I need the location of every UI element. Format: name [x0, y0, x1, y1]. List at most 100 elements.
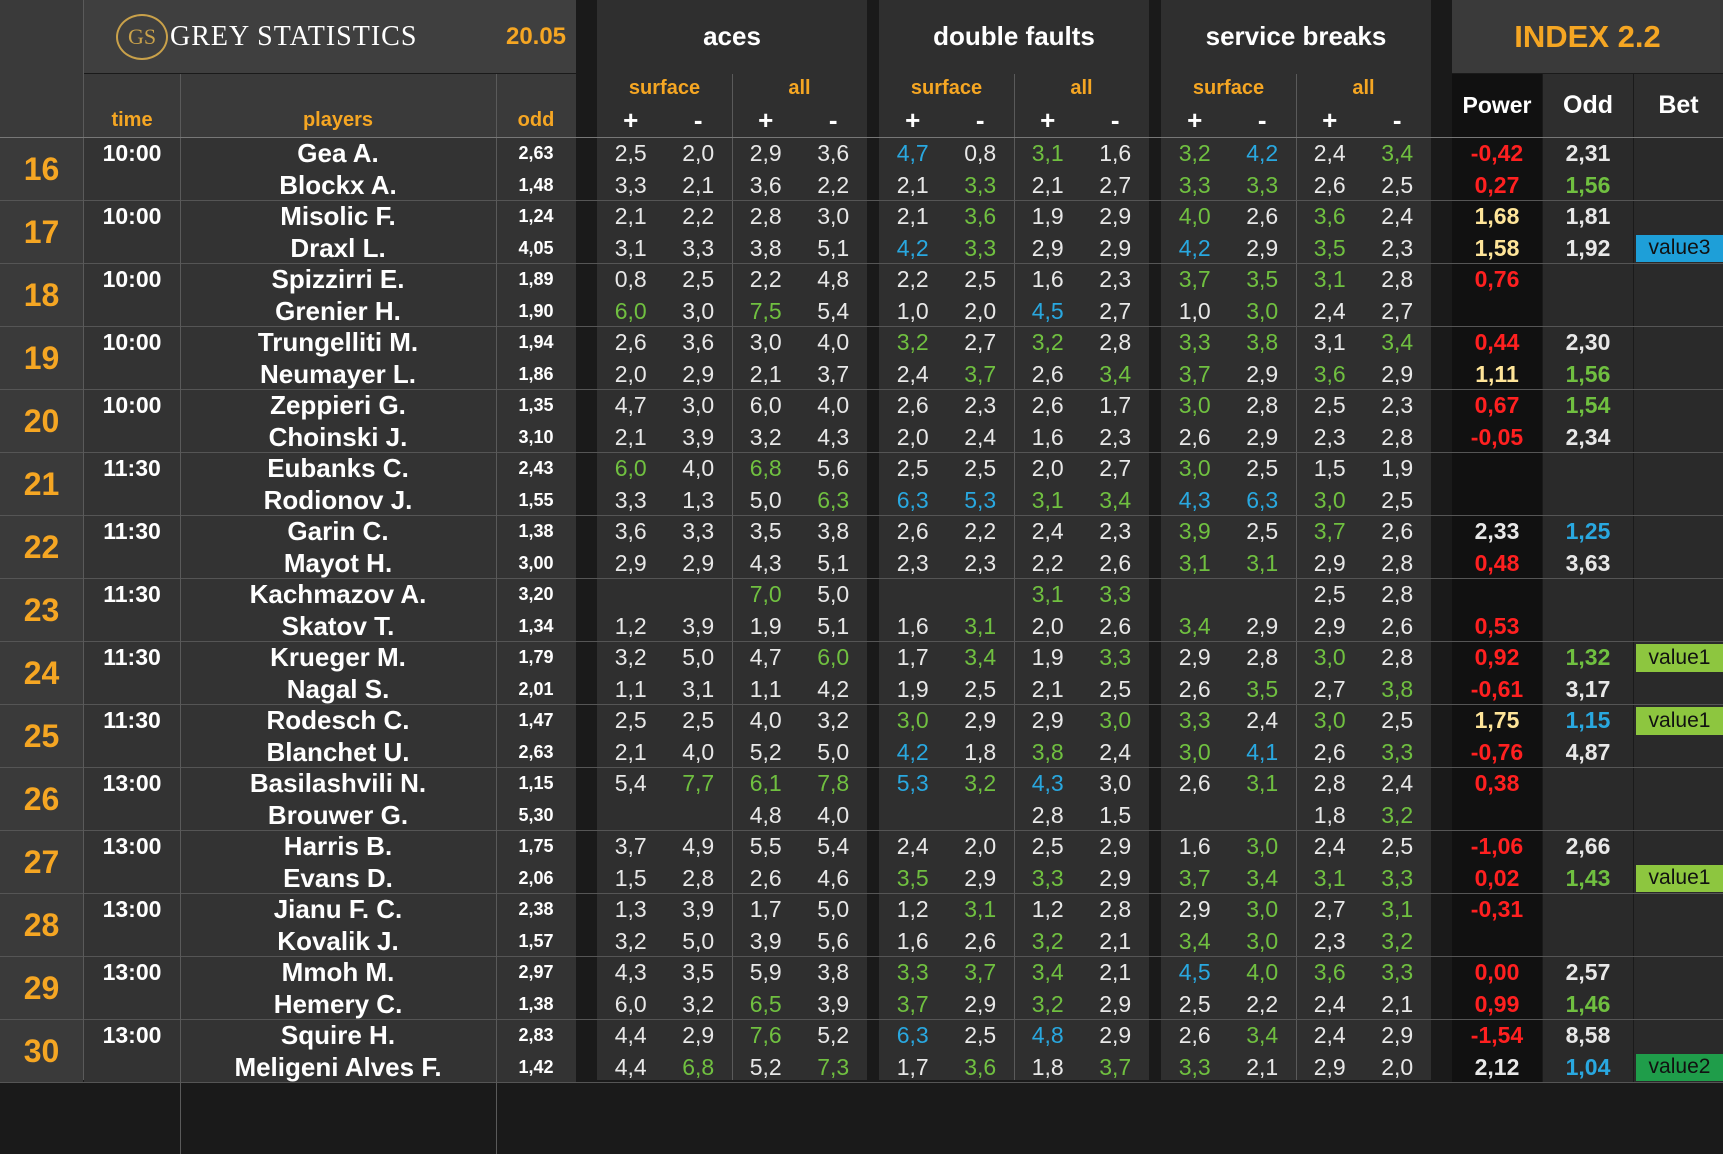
stat-value: 1,6: [896, 612, 929, 639]
odd2-value: 4,87: [1565, 738, 1611, 765]
stat-value: [1229, 800, 1297, 832]
stat-value: 3,6: [817, 140, 850, 167]
odd2-bg: [1543, 642, 1633, 705]
stat-value: 4,3: [1178, 486, 1211, 513]
player-odd: 2,83: [518, 1025, 554, 1046]
stat-value: 1,8: [1031, 1053, 1064, 1080]
stat-value: 5,1: [817, 234, 850, 261]
player-odd: 1,35: [518, 395, 554, 416]
bet-bg: [1634, 264, 1723, 327]
stat-value: 1,3: [614, 896, 647, 923]
stat-value: 6,0: [614, 455, 647, 482]
stat-value: 2,3: [1381, 392, 1414, 419]
stat-value: 1,8: [1313, 801, 1346, 828]
stat-value: 2,5: [1381, 171, 1414, 198]
match-time: 13:00: [102, 770, 162, 797]
power-bg: [1452, 957, 1542, 1020]
odd2-value: [1543, 485, 1633, 517]
stat-value: 2,8: [1313, 770, 1346, 797]
row-number: 28: [23, 906, 60, 943]
row-number: 26: [23, 780, 60, 817]
row-separator: [0, 893, 1723, 894]
stat-value: 5,6: [817, 927, 850, 954]
row-separator: [0, 704, 1723, 705]
odd2-value: 2,57: [1565, 959, 1611, 986]
match-time: 11:30: [103, 581, 161, 608]
stat-group-title-0: aces: [703, 21, 761, 51]
stat-value: 2,9: [614, 549, 647, 576]
stat-value: 2,6: [1381, 518, 1414, 545]
power-value: 0,92: [1474, 644, 1520, 671]
stat-value: 2,5: [896, 455, 929, 482]
player-name: Grenier H.: [275, 295, 401, 326]
stat-value: 2,9: [1031, 234, 1064, 261]
stat-value: 3,1: [682, 675, 715, 702]
stat-value: 2,0: [896, 423, 929, 450]
player-name: Zeppieri G.: [270, 390, 406, 421]
odd2-value: 1,56: [1565, 171, 1611, 198]
player-name: Squire H.: [280, 1020, 396, 1051]
power-bg: [1452, 327, 1542, 390]
bet-bg: [1634, 894, 1723, 957]
stat-value: 2,8: [682, 864, 715, 891]
match-bg: [84, 327, 576, 389]
odd2-bg: [1543, 705, 1633, 768]
stat-value: [1161, 800, 1229, 832]
stat-value: 2,2: [749, 266, 782, 293]
row-number: 22: [23, 528, 60, 565]
stat-value: 7,5: [749, 297, 782, 324]
odd2-bg: [1543, 390, 1633, 453]
player-name: Choinski J.: [268, 421, 408, 452]
stat-value: 2,7: [1381, 297, 1414, 324]
stat-value: 4,0: [817, 392, 850, 419]
player-col-headers: [84, 74, 576, 137]
stat-value: 2,6: [1099, 549, 1132, 576]
stat-value: 2,7: [1099, 171, 1132, 198]
stat-value: 4,0: [682, 738, 715, 765]
match-bg: [84, 579, 576, 641]
col-bet-header: Bet: [1658, 91, 1699, 119]
stat-value: 6,8: [682, 1053, 715, 1080]
stat-value: 2,3: [964, 549, 997, 576]
stat-value: 1,8: [964, 738, 997, 765]
stat-value: 1,3: [682, 486, 715, 513]
player-name: Evans D.: [283, 862, 393, 893]
power-bg: [1452, 264, 1542, 327]
stat-value: 2,2: [1031, 549, 1064, 576]
stat-value: 2,6: [1099, 612, 1132, 639]
stat-value: 2,3: [896, 549, 929, 576]
stat-value: 4,8: [749, 801, 782, 828]
stat-value: 3,5: [749, 518, 782, 545]
stat-value: 1,6: [1099, 140, 1132, 167]
stat-value: 3,7: [614, 833, 647, 860]
stat-value: 3,0: [1178, 738, 1211, 765]
player-name: Trungelliti M.: [257, 327, 419, 358]
stat-value: 3,1: [1031, 581, 1064, 608]
stat-value: 4,8: [817, 266, 850, 293]
stat-value: 6,0: [817, 644, 850, 671]
stat-value: 2,6: [1031, 392, 1064, 419]
bet-badge: value1: [1636, 864, 1723, 892]
sign-1-0: +: [905, 104, 921, 135]
bet-bg: [1634, 390, 1723, 453]
odd2-value: [1543, 926, 1633, 958]
row-number: 16: [23, 150, 60, 187]
stat-value: 2,5: [1246, 455, 1279, 482]
stat-value: 2,2: [1246, 990, 1279, 1017]
match-bg: [84, 957, 576, 1019]
stat-value: 7,0: [749, 581, 782, 608]
stat-value: 3,3: [1381, 738, 1414, 765]
stat-value: 2,6: [896, 518, 929, 545]
row-separator: [0, 200, 1723, 201]
stat-value: 1,2: [896, 896, 929, 923]
stat-value: [879, 579, 947, 611]
stat-value: 2,0: [964, 297, 997, 324]
bet-bg: [1634, 768, 1723, 831]
stat-value: 2,4: [1313, 833, 1346, 860]
row-separator: [0, 578, 1723, 579]
stat-value: 1,0: [896, 297, 929, 324]
stat-value: 2,1: [1099, 927, 1132, 954]
stat-value: 4,5: [1178, 959, 1211, 986]
stat-value: 4,0: [682, 455, 715, 482]
stat-value: 2,8: [1381, 549, 1414, 576]
